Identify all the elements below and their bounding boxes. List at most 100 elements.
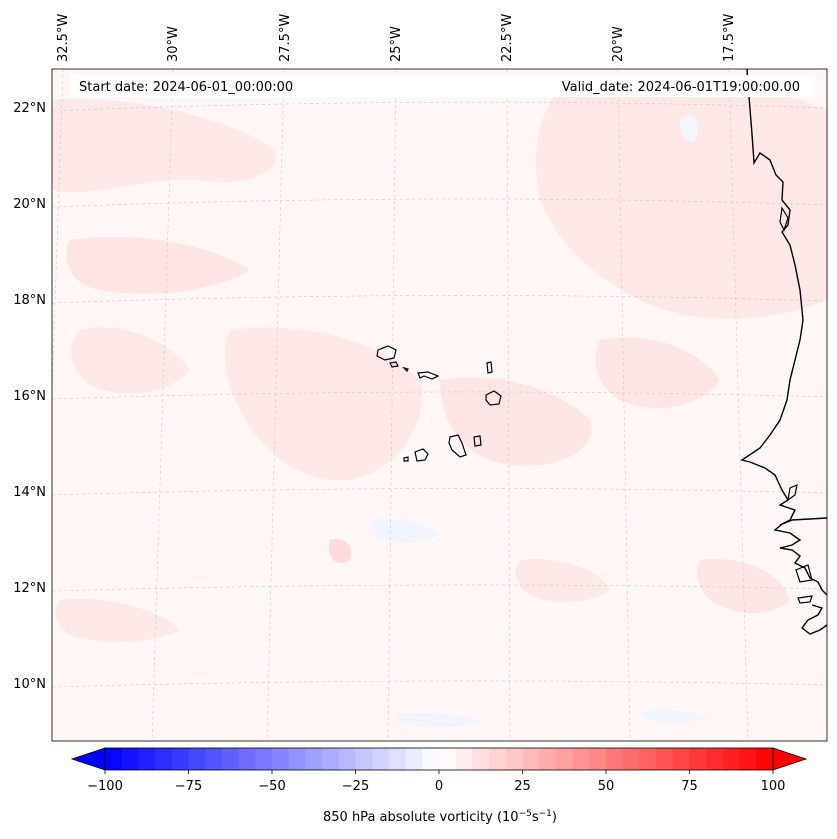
colorbar-cell	[388, 748, 407, 770]
map-panel: Start date: 2024-06-01_00:00:00 Valid_da…	[51, 68, 828, 742]
valid-date-label: Valid_date: 2024-06-01T19:00:00.00	[562, 80, 800, 95]
colorbar-cell	[138, 748, 156, 770]
lon-label: 25°W	[389, 26, 404, 62]
vorticity-patch	[440, 377, 592, 466]
map-frame	[51, 68, 828, 742]
vorticity-field	[52, 69, 827, 741]
colorbar-cell	[221, 748, 240, 770]
island-sal	[486, 361, 493, 374]
colorbar-cell	[739, 748, 757, 770]
vorticity-patch	[329, 538, 352, 564]
vorticity-patch	[66, 236, 250, 294]
colorbar-cell	[522, 748, 540, 770]
vorticity-patch	[536, 84, 827, 319]
vorticity-patch	[224, 327, 422, 481]
colorbar-cell	[305, 748, 323, 770]
colorbar-tick-label: 75	[681, 779, 698, 794]
vorticity-patch	[595, 337, 720, 409]
lat-label: 10°N	[13, 677, 46, 692]
colorbar-cell	[555, 748, 574, 770]
island-brava	[403, 456, 409, 462]
colorbar-tick-label: 100	[761, 779, 786, 794]
colorbar-label: 850 hPa absolute vorticity (10−5s−1)	[323, 809, 557, 825]
colorbar-cell	[639, 748, 657, 770]
vorticity-patch	[55, 599, 180, 642]
colorbar-cell	[272, 748, 290, 770]
colorbar-extend-max-arrow	[772, 747, 808, 771]
colorbar-cell	[288, 748, 306, 770]
island-fogo	[414, 448, 429, 462]
colorbar-cell	[155, 748, 173, 770]
colorbar-cells	[105, 748, 774, 770]
island-santiago	[448, 434, 467, 458]
colorbar-cell	[322, 748, 340, 770]
colorbar-cell	[472, 748, 490, 770]
colorbar-cell	[706, 748, 724, 770]
lat-label: 16°N	[13, 389, 46, 404]
island-boa-vista	[485, 390, 502, 406]
colorbar-cell	[656, 748, 674, 770]
lat-label: 12°N	[13, 581, 46, 596]
colorbar-tick-label: −100	[87, 779, 123, 794]
vorticity-patch-negative	[680, 115, 699, 143]
lon-label: 22.5°W	[500, 14, 515, 62]
lon-label: 30°W	[166, 26, 181, 62]
gridlines	[52, 69, 827, 741]
vorticity-patch-negative	[370, 518, 440, 543]
colorbar-extend-min-arrow	[70, 747, 106, 771]
coastline-africa	[740, 69, 827, 635]
colorbar-cell	[238, 748, 256, 770]
colorbar-cell	[355, 748, 373, 770]
colorbar-cell	[372, 748, 390, 770]
lat-label: 22°N	[13, 101, 46, 116]
colorbar-cell	[338, 748, 357, 770]
lon-label: 27.5°W	[278, 14, 293, 62]
lon-label: 17.5°W	[722, 14, 737, 62]
colorbar-tick-label: 25	[514, 779, 531, 794]
colorbar-cell	[589, 748, 607, 770]
colorbar-tick-label: −75	[175, 779, 202, 794]
island-maio	[473, 435, 482, 447]
island-sao-nicolau	[417, 371, 440, 380]
colorbar-cell	[422, 748, 440, 770]
island-santo-antao	[376, 345, 397, 361]
colorbar-cell	[455, 748, 473, 770]
colorbar-cell	[255, 748, 273, 770]
colorbar-cell	[489, 748, 507, 770]
colorbar-tick-label: 50	[598, 779, 615, 794]
colorbar-cell	[672, 748, 691, 770]
colorbar-cell	[622, 748, 640, 770]
island-sao-vicente	[389, 361, 399, 368]
lat-label: 20°N	[13, 197, 46, 212]
colorbar-cell	[205, 748, 223, 770]
vorticity-patch-negative	[395, 712, 480, 728]
lon-label: 20°W	[611, 26, 626, 62]
start-date-label: Start date: 2024-06-01_00:00:00	[79, 80, 293, 95]
colorbar-cell	[171, 748, 190, 770]
colorbar: −100 −75 −50 −25 0 25 50 75 100 850 hPa absolute…	[70, 747, 808, 825]
colorbar-ticks: −100 −75 −50 −25 0 25 50 75 100	[87, 770, 785, 794]
latitude-labels: 22°N 20°N 18°N 16°N 14°N 12°N 10°N	[13, 101, 46, 692]
colorbar-cell	[121, 748, 139, 770]
lat-label: 18°N	[13, 293, 46, 308]
annotation-box	[70, 75, 815, 97]
colorbar-cell	[405, 748, 423, 770]
colorbar-tick-label: 0	[435, 779, 443, 794]
colorbar-cell	[756, 748, 774, 770]
colorbar-cell	[689, 748, 707, 770]
colorbar-cell	[439, 748, 457, 770]
lat-label: 14°N	[13, 485, 46, 500]
colorbar-cell	[105, 748, 123, 770]
lon-label: 32.5°W	[56, 14, 71, 62]
vorticity-patch	[515, 559, 610, 602]
colorbar-cell	[606, 748, 624, 770]
cape-verde-islands	[376, 345, 502, 462]
island-santa-luzia	[402, 366, 409, 373]
colorbar-cell	[722, 748, 741, 770]
colorbar-tick-label: −25	[342, 779, 369, 794]
vorticity-patch	[52, 99, 277, 193]
longitude-labels: 32.5°W 30°W 27.5°W 25°W 22.5°W 20°W 17.5…	[56, 14, 737, 62]
colorbar-cell	[505, 748, 524, 770]
coastline-detail	[779, 206, 813, 604]
